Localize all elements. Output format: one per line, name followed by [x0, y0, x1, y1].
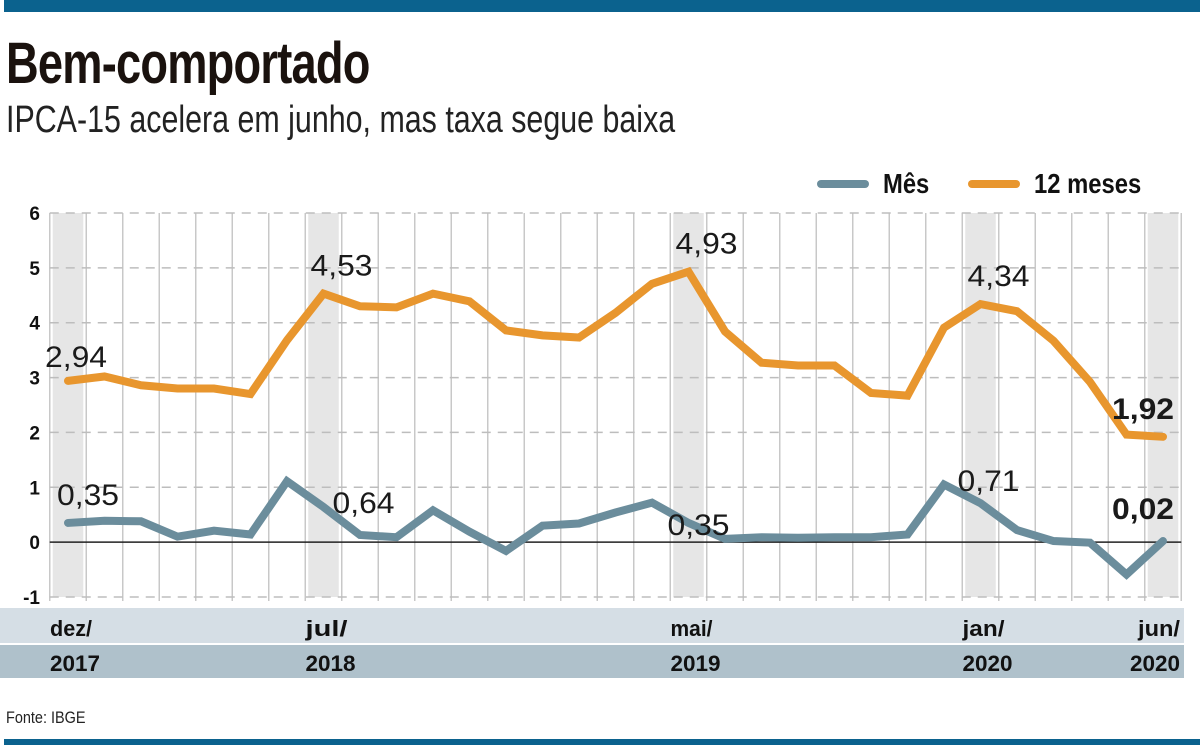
- chart-subtitle: IPCA-15 acelera em junho, mas taxa segue…: [6, 99, 676, 141]
- x-axis-month-row: [0, 608, 1184, 643]
- data-label: 1,92: [1112, 393, 1174, 426]
- x-tick-year-label: 2019: [671, 651, 721, 676]
- data-label: 2,94: [45, 341, 107, 374]
- y-tick-label: 2: [29, 423, 40, 444]
- x-tick-year-label: 2018: [306, 651, 356, 676]
- y-tick-label: 4: [29, 314, 40, 335]
- highlight-band: [308, 213, 339, 597]
- data-label: 0,35: [668, 509, 730, 542]
- x-tick-month-label: jun/: [1137, 616, 1180, 641]
- x-tick-year-label: 2017: [50, 651, 100, 676]
- legend-swatch-mes: [817, 180, 870, 188]
- legend-label-12-meses: 12 meses: [1033, 168, 1142, 199]
- y-tick-label: 0: [29, 533, 40, 554]
- highlight-band: [52, 213, 84, 597]
- y-tick-label: 5: [29, 259, 40, 280]
- x-tick-month-label: jan/: [961, 616, 1004, 641]
- highlight-band: [1147, 213, 1179, 597]
- legend-item-12-meses: 12 meses: [967, 168, 1160, 200]
- data-label: 0,71: [958, 465, 1020, 498]
- y-tick-label: -1: [23, 588, 40, 609]
- data-label: 4,93: [676, 228, 738, 261]
- x-tick-month-label: jul/: [304, 616, 347, 641]
- legend: Mês 12 meses: [787, 168, 1160, 200]
- top-bar: [4, 0, 1200, 12]
- x-tick-month-label: dez/: [50, 616, 92, 641]
- source-note: Fonte: IBGE: [6, 708, 86, 727]
- chart-title: Bem-comportado: [6, 31, 370, 96]
- data-label: 0,35: [57, 479, 119, 512]
- x-axis-year-row: [0, 645, 1184, 678]
- x-tick-year-label: 2020: [1130, 651, 1180, 676]
- data-label: 4,34: [968, 260, 1030, 293]
- legend-label-mes: Mês: [883, 168, 930, 199]
- legend-item-mes: Mês: [817, 168, 937, 200]
- data-label: 4,53: [311, 250, 373, 283]
- data-label: 0,64: [333, 487, 395, 520]
- data-label: 0,02: [1112, 493, 1174, 526]
- y-tick-label: 3: [29, 369, 40, 390]
- y-tick-label: 6: [29, 204, 40, 225]
- x-tick-year-label: 2020: [963, 651, 1013, 676]
- bottom-bar: [4, 739, 1200, 745]
- legend-swatch-12-meses: [967, 180, 1020, 188]
- x-tick-month-label: mai/: [671, 616, 713, 641]
- y-tick-label: 1: [29, 478, 40, 499]
- highlight-band: [965, 213, 996, 597]
